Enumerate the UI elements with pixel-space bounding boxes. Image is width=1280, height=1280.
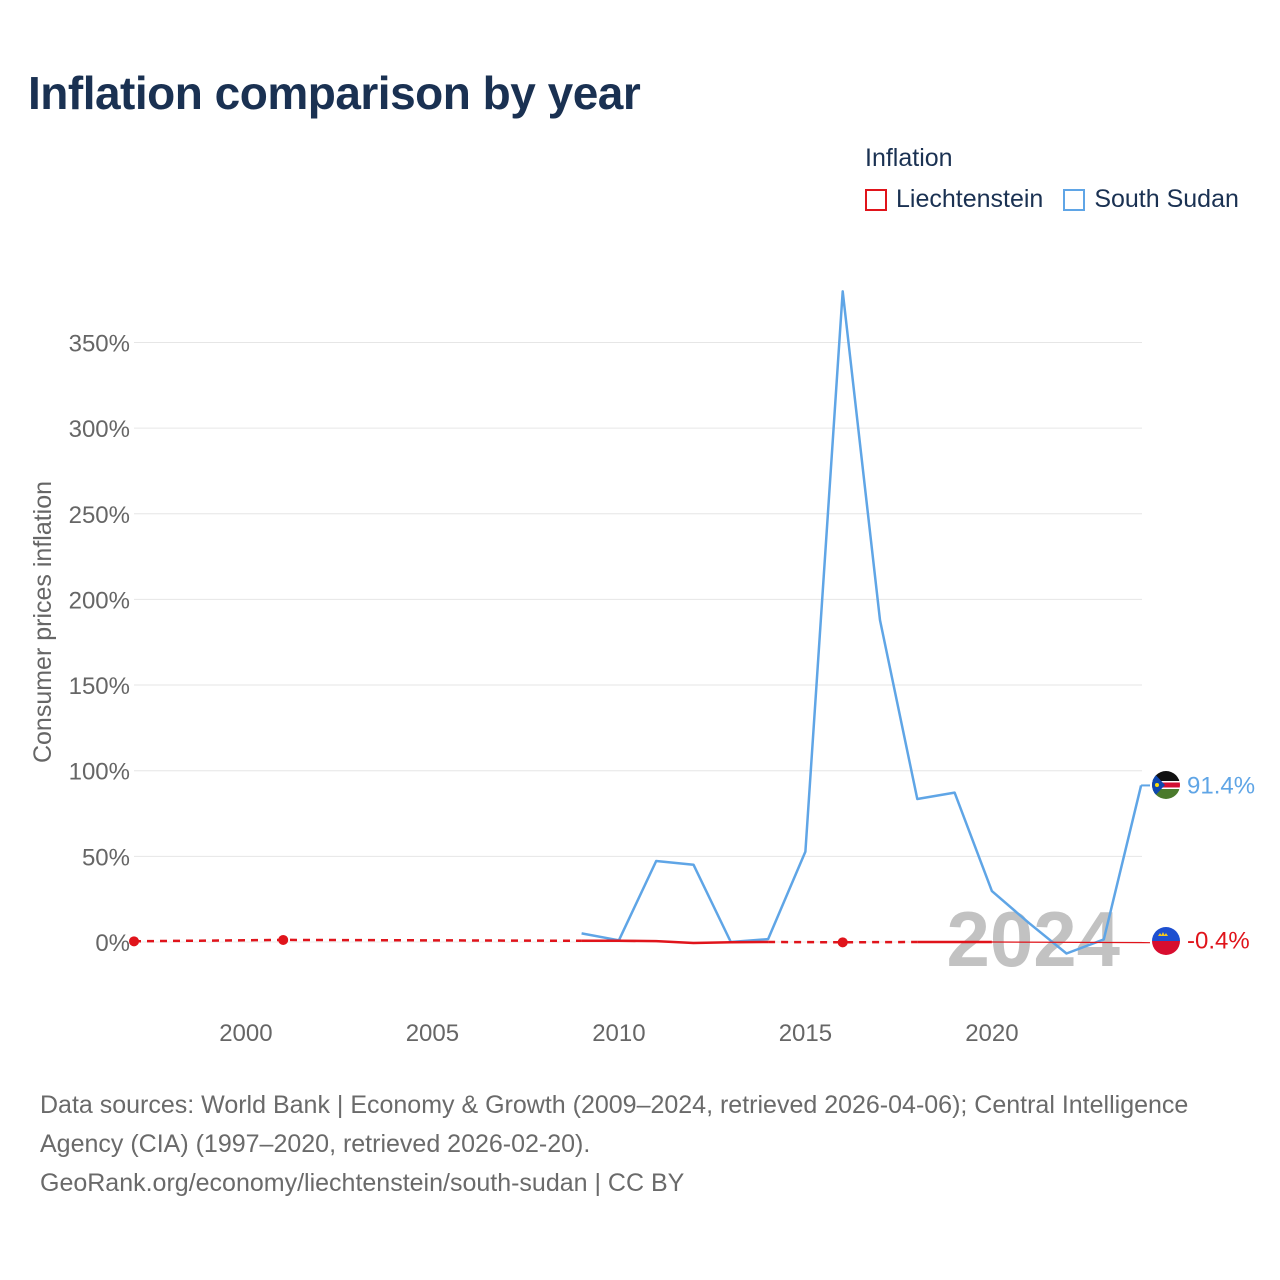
- legend-item-liechtenstein[interactable]: Liechtenstein: [865, 185, 1043, 214]
- y-tick-label: 0%: [95, 930, 130, 957]
- y-tick-label: 250%: [69, 502, 130, 529]
- data-point-liechtenstein[interactable]: [278, 934, 289, 945]
- inflation-line-chart: 0% 50% 100% 150% 200% 250% 300% 350% 2000 2005 201…: [29, 290, 1255, 1047]
- series-connector-liechtenstein: [991, 941, 1151, 944]
- series-line-south-sudan[interactable]: [581, 290, 1143, 955]
- end-label-liechtenstein: -0.4%: [1187, 928, 1250, 955]
- legend-swatch-liechtenstein: [865, 188, 887, 211]
- year-watermark: 2024: [946, 895, 1120, 983]
- attribution-link[interactable]: GeoRank.org/economy/liechtenstein/south-…: [40, 1169, 685, 1197]
- legend: Inflation Liechtenstein South Sudan: [865, 144, 1259, 214]
- end-label-south-sudan: 91.4%: [1187, 772, 1255, 799]
- x-tick-label: 2005: [406, 1020, 459, 1047]
- chart-title: Inflation comparison by year: [28, 67, 641, 119]
- legend-item-south-sudan[interactable]: South Sudan: [1063, 185, 1239, 214]
- y-tick-label: 200%: [69, 587, 130, 614]
- liechtenstein-flag-icon: [1152, 927, 1180, 955]
- data-point-liechtenstein[interactable]: [837, 937, 848, 948]
- y-tick-label: 150%: [69, 673, 130, 700]
- legend-title: Inflation: [865, 144, 953, 172]
- x-tick-label: 2000: [219, 1020, 272, 1047]
- x-tick-label: 2015: [779, 1020, 832, 1047]
- series-line-liechtenstein[interactable]: [581, 939, 769, 945]
- y-axis-title: Consumer prices inflation: [29, 481, 57, 763]
- footer: Data sources: World Bank | Economy & Gro…: [40, 1086, 1240, 1203]
- data-sources-text: Data sources: World Bank | Economy & Gro…: [40, 1091, 1189, 1158]
- x-tick-label: 2010: [592, 1020, 645, 1047]
- y-tick-label: 100%: [69, 759, 130, 786]
- y-tick-label: 300%: [69, 416, 130, 443]
- x-tick-label: 2020: [965, 1020, 1018, 1047]
- legend-label-south-sudan: South Sudan: [1094, 185, 1239, 213]
- legend-swatch-south-sudan: [1063, 188, 1086, 211]
- south-sudan-flag-icon: [1152, 771, 1180, 799]
- data-point-liechtenstein[interactable]: [129, 936, 139, 947]
- y-tick-label: 350%: [69, 330, 130, 357]
- series-line-liechtenstein-dashed[interactable]: [133, 938, 582, 943]
- y-tick-label: 50%: [82, 844, 130, 871]
- legend-label-liechtenstein: Liechtenstein: [896, 185, 1044, 213]
